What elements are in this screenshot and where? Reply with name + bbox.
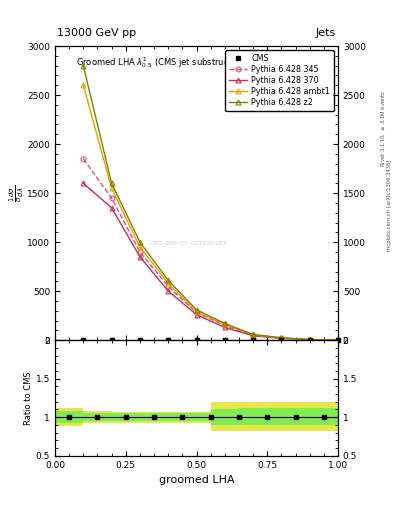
Pythia 6.428 345	[166, 283, 171, 289]
Pythia 6.428 z2	[81, 62, 86, 69]
Pythia 6.428 370	[222, 324, 227, 330]
Pythia 6.428 370	[166, 288, 171, 294]
CMS	[251, 337, 255, 343]
Pythia 6.428 370	[279, 335, 284, 342]
Line: Pythia 6.428 345: Pythia 6.428 345	[81, 156, 340, 343]
Pythia 6.428 345	[336, 337, 340, 343]
Text: 13000 GeV pp: 13000 GeV pp	[57, 28, 136, 38]
Y-axis label: Ratio to CMS: Ratio to CMS	[24, 371, 33, 425]
Pythia 6.428 z2	[138, 239, 142, 245]
Text: CMS-SMP-21_011920187: CMS-SMP-21_011920187	[149, 240, 227, 246]
Text: Jets: Jets	[316, 28, 336, 38]
Legend: CMS, Pythia 6.428 345, Pythia 6.428 370, Pythia 6.428 ambt1, Pythia 6.428 z2: CMS, Pythia 6.428 345, Pythia 6.428 370,…	[226, 50, 334, 111]
Pythia 6.428 ambt1	[81, 82, 86, 89]
Pythia 6.428 ambt1	[279, 335, 284, 341]
Pythia 6.428 z2	[336, 337, 340, 343]
Line: Pythia 6.428 z2: Pythia 6.428 z2	[81, 63, 340, 343]
Pythia 6.428 ambt1	[109, 185, 114, 191]
Pythia 6.428 z2	[307, 336, 312, 343]
Pythia 6.428 ambt1	[138, 244, 142, 250]
Pythia 6.428 z2	[109, 180, 114, 186]
CMS	[81, 337, 86, 343]
Pythia 6.428 345	[251, 332, 255, 338]
Pythia 6.428 ambt1	[194, 309, 199, 315]
Pythia 6.428 345	[138, 249, 142, 255]
Pythia 6.428 345	[194, 310, 199, 316]
Pythia 6.428 345	[222, 323, 227, 329]
Pythia 6.428 z2	[251, 331, 255, 337]
Line: Pythia 6.428 ambt1: Pythia 6.428 ambt1	[81, 83, 340, 343]
Pythia 6.428 z2	[279, 335, 284, 341]
Pythia 6.428 345	[109, 195, 114, 201]
CMS	[194, 337, 199, 343]
CMS	[307, 337, 312, 343]
Pythia 6.428 370	[194, 312, 199, 318]
Pythia 6.428 ambt1	[336, 337, 340, 343]
Pythia 6.428 345	[307, 336, 312, 343]
CMS	[222, 337, 227, 343]
Pythia 6.428 z2	[222, 321, 227, 327]
Pythia 6.428 370	[109, 205, 114, 211]
Text: Groomed LHA $\lambda^{1}_{0.5}$ (CMS jet substructure): Groomed LHA $\lambda^{1}_{0.5}$ (CMS jet…	[76, 55, 249, 70]
Pythia 6.428 ambt1	[222, 322, 227, 328]
Pythia 6.428 z2	[194, 307, 199, 313]
Pythia 6.428 370	[138, 254, 142, 260]
Pythia 6.428 370	[307, 337, 312, 343]
Pythia 6.428 345	[279, 335, 284, 342]
Pythia 6.428 345	[81, 156, 86, 162]
Pythia 6.428 370	[251, 333, 255, 339]
CMS	[336, 337, 340, 343]
Pythia 6.428 370	[336, 337, 340, 343]
CMS	[279, 337, 284, 343]
Line: CMS: CMS	[81, 338, 340, 343]
CMS	[166, 337, 171, 343]
Pythia 6.428 ambt1	[166, 280, 171, 286]
CMS	[109, 337, 114, 343]
Text: Rivet 3.1.10, $\geq$ 3.1M events: Rivet 3.1.10, $\geq$ 3.1M events	[379, 90, 387, 166]
X-axis label: groomed LHA: groomed LHA	[159, 475, 234, 485]
CMS	[138, 337, 142, 343]
Y-axis label: $\frac{1}{\sigma}\frac{d\sigma}{d\,\lambda}$: $\frac{1}{\sigma}\frac{d\sigma}{d\,\lamb…	[7, 185, 26, 202]
Pythia 6.428 ambt1	[307, 336, 312, 343]
Pythia 6.428 370	[81, 180, 86, 186]
Text: mcplots.cern.ch [arXiv:1306.3436]: mcplots.cern.ch [arXiv:1306.3436]	[387, 159, 391, 250]
Pythia 6.428 z2	[166, 278, 171, 284]
Pythia 6.428 ambt1	[251, 332, 255, 338]
Line: Pythia 6.428 370: Pythia 6.428 370	[81, 181, 340, 343]
